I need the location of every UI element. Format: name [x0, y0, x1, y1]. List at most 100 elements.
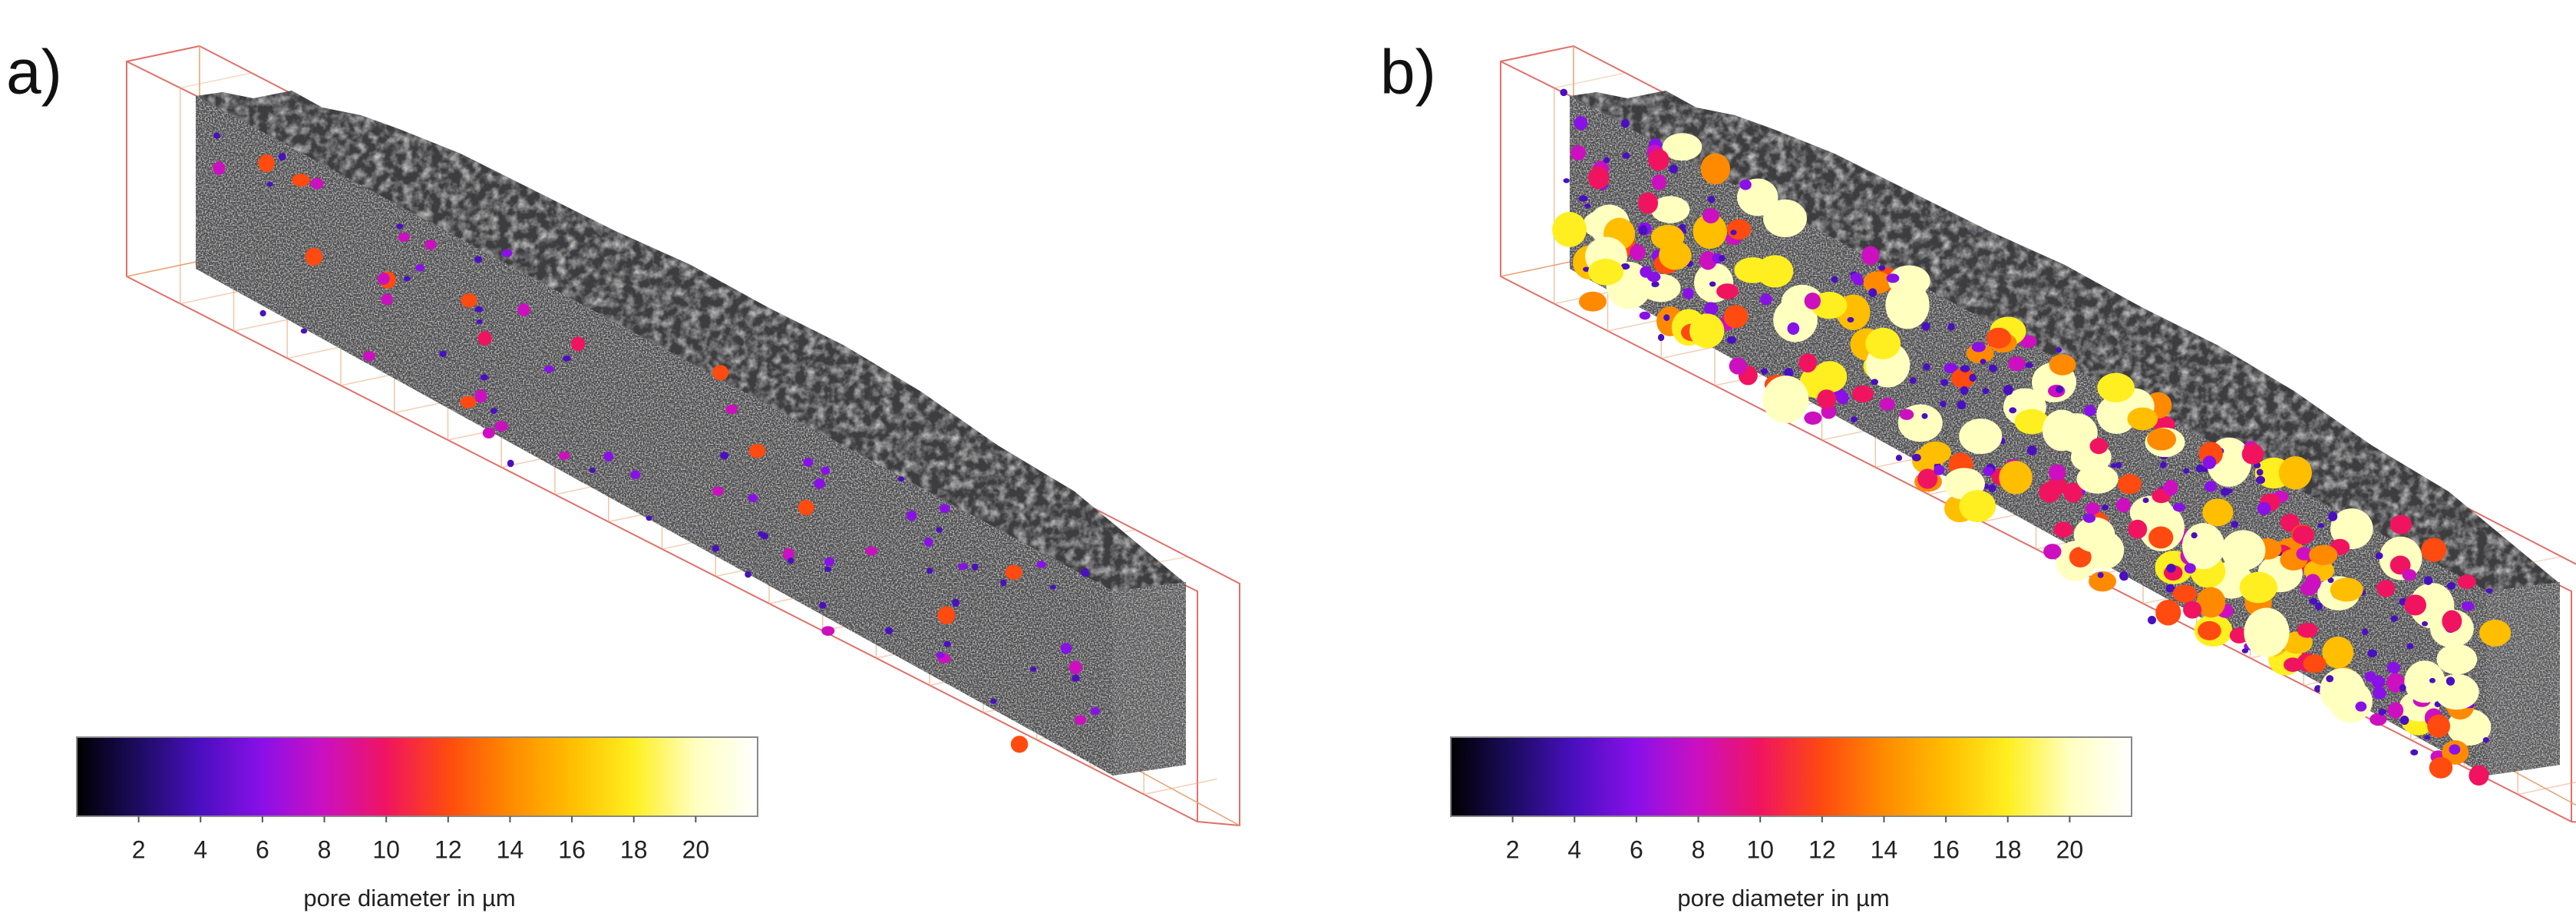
pore: [543, 366, 554, 373]
pore: [2117, 474, 2142, 495]
colorbar-title: pore diameter in µm: [303, 885, 515, 911]
pore: [2239, 571, 2277, 604]
box-grid: [180, 72, 252, 89]
pore: [1726, 219, 1752, 240]
pore: [476, 319, 483, 324]
pore: [2446, 582, 2456, 590]
pore: [2063, 482, 2083, 503]
pore: [1049, 584, 1056, 590]
pore: [2387, 702, 2404, 719]
colorbar-tick-label: 6: [256, 835, 269, 863]
panel-label: a): [6, 38, 62, 108]
pore: [1060, 643, 1072, 654]
pore: [1851, 385, 1874, 403]
colorbar-tick-label: 12: [434, 835, 462, 863]
pore: [1629, 244, 1646, 261]
pore: [2076, 464, 2119, 494]
pore: [2142, 498, 2149, 503]
pore: [1959, 490, 1996, 523]
pore: [460, 395, 477, 409]
pore: [2280, 513, 2300, 532]
pore: [1878, 264, 1886, 271]
pore: [1960, 385, 1969, 395]
pore: [439, 350, 447, 358]
colorbar-tick-label: 20: [2056, 835, 2084, 863]
pore: [1762, 375, 1809, 424]
pore: [2355, 701, 2367, 712]
panel: b) 2 4 6 8 10 12 14 16 18 20 pore diameter in µm: [1380, 38, 2576, 911]
pore: [2371, 675, 2386, 689]
pore: [2292, 525, 2315, 545]
pore: [1708, 195, 1716, 203]
pore: [1693, 213, 1727, 250]
pore: [2389, 555, 2411, 575]
pore: [1934, 465, 1945, 475]
pore: [1588, 258, 1624, 286]
pore: [1899, 409, 1914, 420]
pore: [2127, 407, 2158, 431]
pore: [2089, 571, 2117, 592]
pore: [2326, 675, 2334, 683]
pore: [1983, 466, 1994, 476]
pore: [1669, 164, 1678, 174]
pore: [1879, 398, 1895, 411]
pore: [1885, 280, 1930, 329]
colorbar-tick-label: 4: [193, 835, 207, 863]
pore: [748, 494, 758, 502]
pore: [2404, 594, 2426, 616]
pore: [2147, 616, 2157, 625]
pore: [819, 601, 827, 609]
pore: [1986, 327, 2012, 349]
pore: [1921, 322, 1930, 331]
pore: [2410, 749, 2419, 756]
pore: [474, 256, 483, 263]
pore: [2328, 680, 2373, 723]
pore: [1730, 230, 1737, 236]
pore: [1920, 441, 1951, 465]
pore: [2053, 521, 2073, 538]
pore: [1921, 413, 1928, 419]
pore: [1659, 240, 1692, 270]
pore: [1563, 178, 1570, 184]
pore: [2008, 356, 2026, 372]
pore: [958, 563, 968, 571]
pore: [2427, 714, 2451, 738]
colorbar: [76, 736, 758, 817]
pore: [1726, 336, 1736, 344]
pore: [2373, 687, 2386, 700]
pore: [821, 466, 831, 475]
pore: [2043, 544, 2062, 560]
pore: [907, 510, 917, 521]
pore: [798, 500, 814, 516]
pore: [2362, 628, 2369, 636]
pore: [2327, 577, 2334, 584]
pore: [2386, 661, 2400, 674]
pore: [824, 566, 832, 572]
pore: [1980, 359, 1986, 365]
pore: [1895, 455, 1903, 462]
pore: [1704, 302, 1718, 316]
pore: [2330, 577, 2363, 602]
pore: [2421, 620, 2429, 627]
pore: [1639, 311, 1651, 320]
pore: [2375, 552, 2383, 560]
pore: [720, 452, 729, 460]
pore: [725, 404, 738, 415]
pore: [2009, 407, 2017, 414]
pore: [1999, 461, 2033, 495]
pore: [1620, 263, 1630, 270]
pore: [2241, 444, 2264, 465]
pore: [2313, 685, 2322, 693]
pore: [2039, 481, 2061, 503]
pore: [398, 232, 410, 242]
pore: [1988, 484, 1996, 492]
pore: [266, 181, 273, 187]
pore: [897, 476, 905, 482]
sample-end-texture: [1113, 582, 1186, 776]
pore: [2436, 643, 2478, 675]
pore: [2446, 677, 2455, 686]
pore: [1804, 293, 1821, 309]
pore: [630, 470, 641, 479]
pore: [480, 374, 488, 381]
pore: [1651, 174, 1666, 190]
